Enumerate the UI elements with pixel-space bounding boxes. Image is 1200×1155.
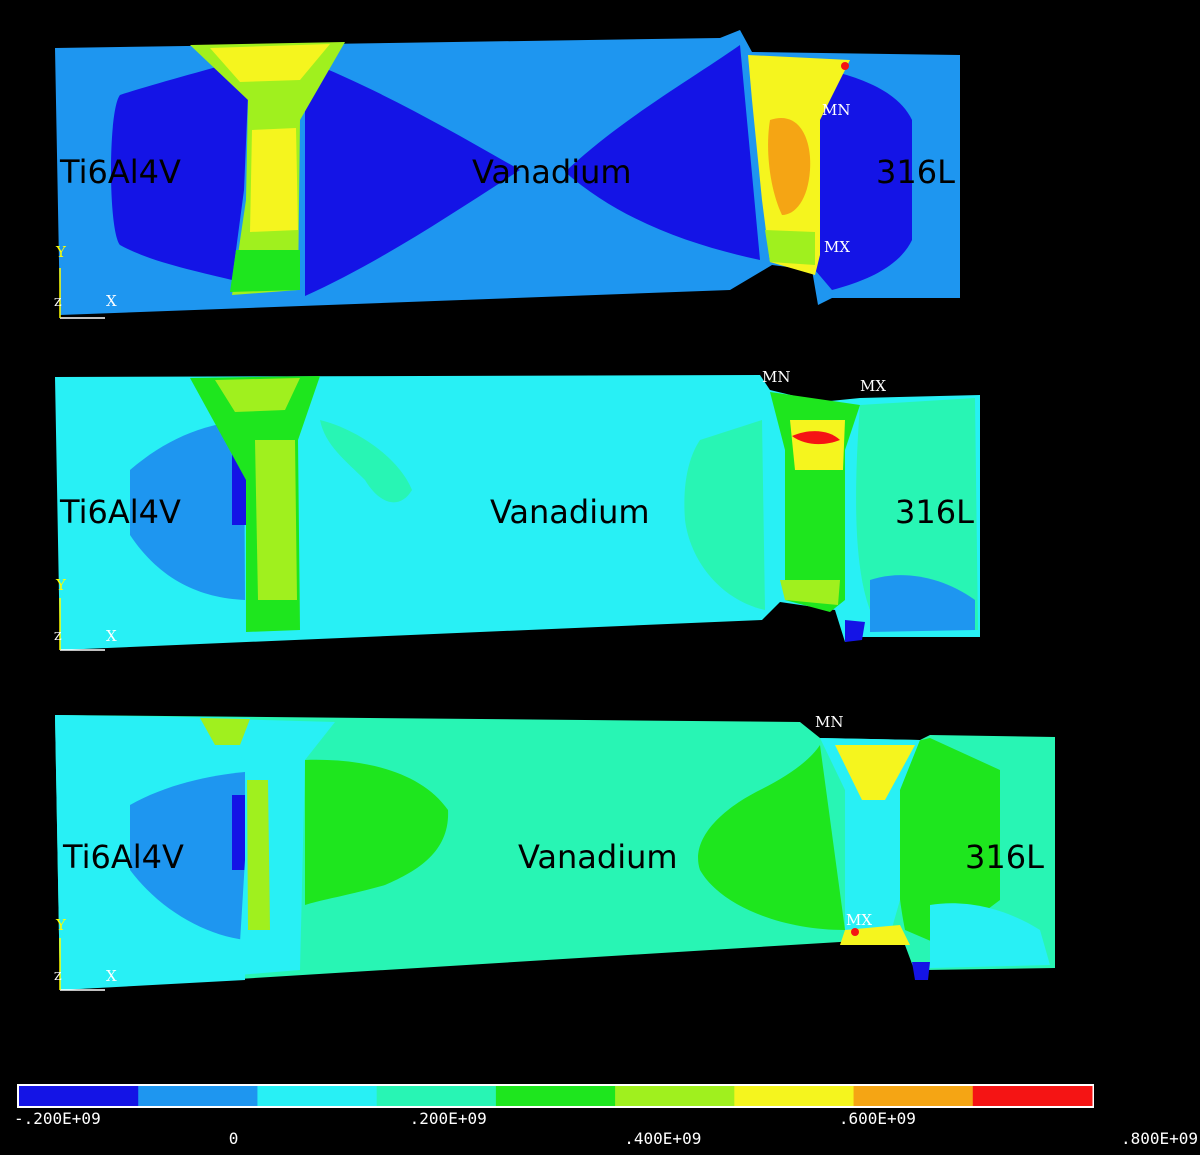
legend-swatch <box>138 1086 258 1106</box>
model-3-label-ti6al4v: Ti6Al4V <box>62 838 184 876</box>
model-3-ti-lobe <box>130 772 245 940</box>
model-3-axis-x-label: X <box>106 967 117 985</box>
model-1-v-lobe-right <box>565 45 760 260</box>
legend-labels: -.200E+09 .200E+09 .600E+09 0 .400E+09 .800E+… <box>14 1109 1198 1148</box>
model-2-v-patch-left <box>320 420 412 503</box>
legend-swatch <box>972 1086 1093 1106</box>
model-1-ss-lobe <box>815 70 912 290</box>
model-2-axis-x-label: X <box>106 627 117 645</box>
model-3-weld-right-top <box>835 745 915 800</box>
model-1-axis-triad: Y X Z <box>54 243 117 319</box>
model-2-label-316l: 316L <box>895 493 974 531</box>
model-2-mx-marker: MX <box>860 377 886 395</box>
legend-swatch <box>615 1086 735 1106</box>
stress-model-1: Ti6Al4V Vanadium 316L MN MX Y X Z <box>54 30 960 319</box>
model-1-axis-z-label: Z <box>54 296 62 309</box>
model-1-weld-right-hot <box>768 118 811 215</box>
model-2-weld-right-hot <box>792 431 840 445</box>
model-3-mx-marker: MX <box>846 911 872 929</box>
model-3-v-lobe-left <box>305 759 449 905</box>
legend-swatch <box>19 1086 139 1106</box>
legend-swatches <box>19 1086 1093 1106</box>
legend-tick-label: .800E+09 <box>1121 1129 1198 1148</box>
model-3-label-316l: 316L <box>965 838 1044 876</box>
legend-swatch <box>495 1086 616 1106</box>
legend-tick-label: .200E+09 <box>410 1109 487 1128</box>
model-1-axis-y-label: Y <box>55 243 67 261</box>
model-2-weld-left-rim <box>215 378 300 412</box>
model-3-ti-inner <box>232 795 246 870</box>
legend-swatch <box>734 1086 855 1106</box>
model-2-ss-blue <box>870 575 975 632</box>
model-2-label-ti6al4v: Ti6Al4V <box>59 493 181 531</box>
legend-tick-label: -.200E+09 <box>14 1109 101 1128</box>
model-3-ss-lobe <box>894 738 1000 945</box>
model-1-weld-left-foot <box>230 250 300 292</box>
stress-model-2: Ti6Al4V Vanadium 316L MN MX Y X Z <box>54 368 980 651</box>
model-3-axis-y-label: Y <box>55 916 67 934</box>
legend-tick-label: .400E+09 <box>624 1129 701 1148</box>
model-1-ti-lobe <box>111 60 248 280</box>
model-3-weld-left-strip <box>247 780 270 930</box>
model-3-ss-blue <box>930 903 1050 968</box>
model-2-weld-right-band <box>790 420 845 470</box>
model-3-v-lobe-right <box>698 745 845 930</box>
model-3-label-vanadium: Vanadium <box>518 838 678 876</box>
model-1-label-ti6al4v: Ti6Al4V <box>59 153 181 191</box>
model-1-weld-left-core <box>250 128 298 232</box>
legend-tick-label: 0 <box>229 1129 239 1148</box>
model-1-mn-marker: MN <box>822 101 850 119</box>
model-2-label-vanadium: Vanadium <box>490 493 650 531</box>
model-2-axis-y-label: Y <box>55 576 67 594</box>
model-2-corner-blue <box>845 620 865 642</box>
model-2-axis-z-label: Z <box>54 630 62 643</box>
legend-swatch <box>376 1086 497 1106</box>
model-2-weld-left-streak <box>255 440 297 600</box>
model-3-mn-marker: MN <box>815 713 843 731</box>
model-3-axis-z-label: Z <box>54 970 62 983</box>
model-1-hotspot <box>841 62 849 70</box>
legend-swatch <box>257 1086 378 1106</box>
model-3-corner-blue <box>912 962 930 980</box>
legend-tick-label: .600E+09 <box>839 1109 916 1128</box>
model-3-weld-right <box>820 738 920 938</box>
model-1-v-lobe-left <box>305 60 520 296</box>
legend-swatch <box>853 1086 974 1106</box>
model-3-weld-left-rim <box>200 718 250 745</box>
model-1-axis-x-label: X <box>106 292 117 310</box>
model-3-axis-triad: Y X Z <box>54 916 117 991</box>
color-legend: -.200E+09 .200E+09 .600E+09 0 .400E+09 .800E+… <box>14 1084 1198 1148</box>
model-1-mx-marker: MX <box>824 238 850 256</box>
model-2-mn-marker: MN <box>762 368 790 386</box>
model-1-weld-right-edge <box>765 230 815 265</box>
model-3-hotspot <box>851 928 859 936</box>
model-2-weld-right-foot <box>780 580 840 605</box>
model-2-ss-patch <box>856 398 978 630</box>
model-2-axis-triad: Y X Z <box>54 576 117 651</box>
stress-model-3: Ti6Al4V Vanadium 316L MN MX Y X Z <box>54 713 1055 991</box>
model-2-ti-lobe <box>130 420 245 600</box>
model-2-v-patch-right <box>684 420 765 610</box>
model-1-label-vanadium: Vanadium <box>472 153 632 191</box>
model-1-label-316l: 316L <box>876 153 955 191</box>
model-1-weld-left-rim <box>210 44 330 82</box>
